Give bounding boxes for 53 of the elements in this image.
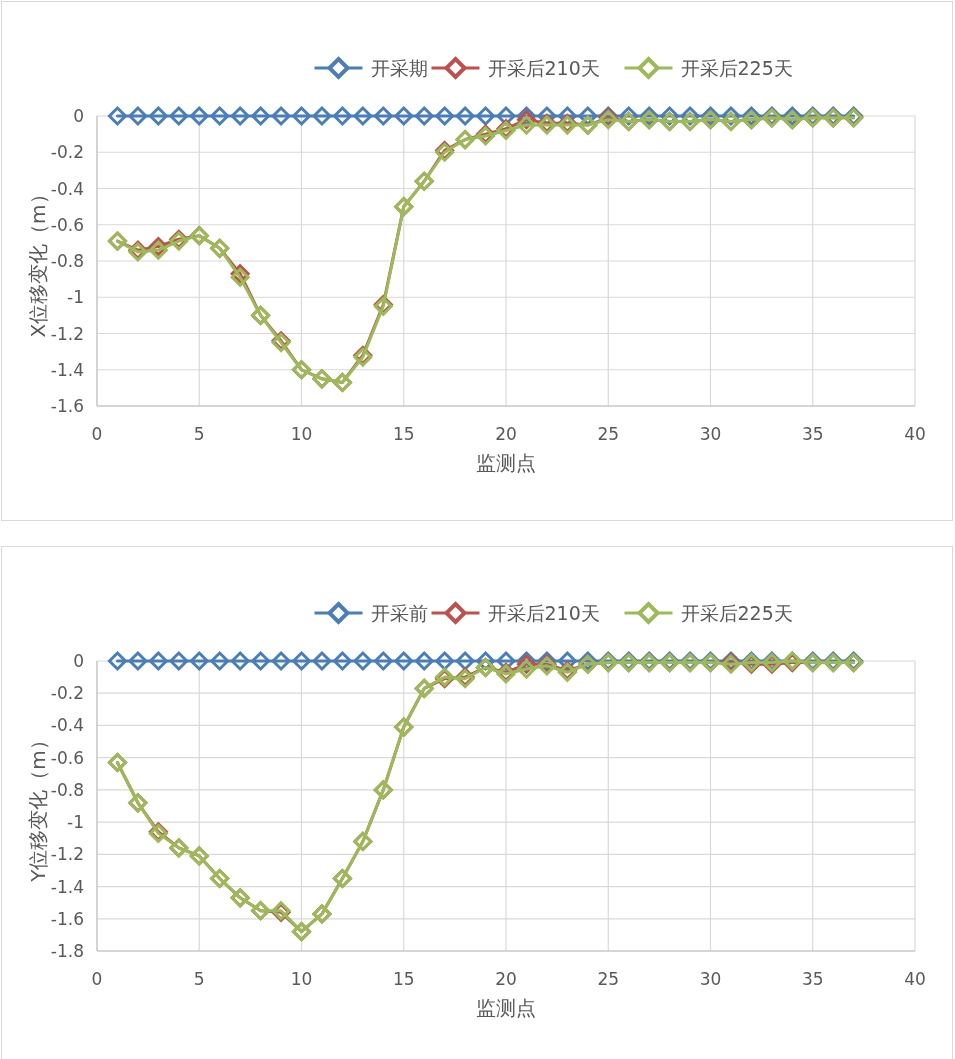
y-tick-label: -0.6 (50, 214, 84, 235)
y-tick-label: -1.4 (50, 876, 84, 897)
y-tick-label: -0.8 (50, 251, 84, 271)
x-tick-label: 20 (495, 969, 517, 989)
y-tick-label: -1.6 (50, 908, 84, 929)
x-tick-label: 25 (597, 424, 620, 444)
x-tick-label: 0 (91, 969, 103, 989)
y-tick-label: 0 (73, 106, 84, 126)
legend-item: 开采前 (314, 601, 428, 625)
y-tick-label: -1.4 (50, 359, 84, 380)
legend-label: 开采后210天 (487, 602, 600, 624)
legend-item: 开采后210天 (431, 601, 600, 625)
y-tick-label: -1.6 (50, 396, 84, 416)
x-tick-label: 5 (193, 424, 205, 444)
y-tick-label: -1.2 (50, 844, 84, 865)
x-tick-label: 35 (801, 424, 824, 444)
x-axis-title: 监测点 (476, 451, 536, 475)
x-tick-label: 15 (392, 424, 415, 444)
y-tick-label: -1 (67, 287, 84, 308)
y-tick-label: -1.2 (50, 323, 84, 344)
x-tick-label: 20 (495, 424, 517, 444)
legend-label: 开采前 (370, 602, 428, 624)
x-tick-label: 10 (290, 424, 313, 444)
x-tick-label: 5 (193, 969, 205, 989)
y-axis-title: X位移变化（m） (26, 184, 50, 338)
y-tick-label: -1.8 (50, 941, 84, 961)
x-axis-title: 监测点 (476, 996, 536, 1020)
x-tick-label: 0 (91, 424, 103, 444)
y-tick-label: -0.6 (50, 747, 84, 768)
x-tick-label: 40 (904, 424, 926, 444)
legend-item: 开采后225天 (624, 56, 793, 80)
legend-item: 开采后210天 (431, 56, 600, 80)
y-tick-label: -0.8 (50, 779, 84, 800)
legend-label: 开采期 (370, 57, 428, 79)
x-tick-label: 10 (290, 969, 313, 989)
x-tick-label: 15 (392, 969, 415, 989)
x-tick-label: 30 (699, 424, 722, 444)
legend-label: 开采后225天 (680, 57, 793, 79)
y-tick-label: -0.2 (50, 142, 84, 163)
x-tick-label: 25 (597, 969, 620, 989)
y-tick-label: -1 (67, 812, 84, 833)
legend-label: 开采后225天 (680, 602, 793, 624)
legend-item: 开采后225天 (624, 601, 793, 625)
y-tick-label: -0.4 (50, 715, 84, 736)
y-tick-label: 0 (73, 651, 84, 671)
x-tick-label: 35 (801, 969, 824, 989)
legend-item: 开采期 (314, 56, 428, 80)
x-tick-label: 40 (904, 969, 926, 989)
x-tick-label: 30 (699, 969, 722, 989)
y-tick-label: -0.4 (50, 178, 84, 199)
y-axis-title: Y位移变化（m） (26, 730, 50, 883)
legend-label: 开采后210天 (487, 57, 600, 79)
y-tick-label: -0.2 (50, 683, 84, 704)
